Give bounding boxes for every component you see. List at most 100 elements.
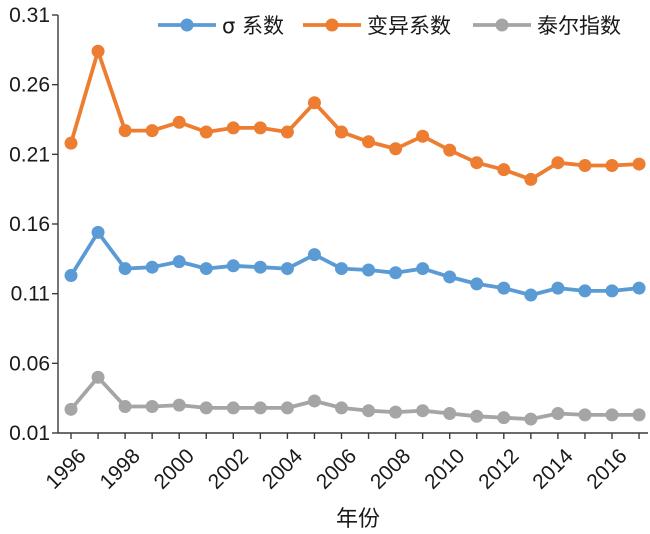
x-tick-label: 1998: [96, 444, 145, 493]
x-tick-label: 1996: [41, 444, 90, 493]
data-point: [632, 157, 646, 171]
y-tick-label: 0.06: [9, 352, 50, 375]
data-point: [199, 262, 213, 276]
y-tick-label: 0.16: [9, 213, 50, 236]
data-point: [145, 400, 159, 414]
axes: [57, 15, 648, 434]
data-point: [145, 260, 159, 274]
series-1: [64, 44, 646, 186]
data-point: [64, 136, 78, 150]
data-point: [253, 260, 267, 274]
data-point: [253, 121, 267, 135]
y-axis-ticks: 0.01 0.06 0.11 0.16 0.21 0.26 0.31: [9, 4, 58, 445]
legend-label: σ 系数: [222, 14, 284, 38]
data-point: [91, 370, 105, 384]
data-point: [226, 121, 240, 135]
x-tick-label: 2008: [366, 444, 415, 493]
series-2: [64, 370, 646, 426]
data-point: [497, 163, 511, 177]
legend-item-1: 变异系数: [303, 14, 451, 38]
data-point: [118, 262, 132, 276]
data-point: [416, 129, 430, 143]
x-tick-label: 2016: [582, 444, 631, 493]
x-tick-label: 2004: [258, 444, 308, 494]
data-point: [578, 408, 592, 422]
data-point: [632, 281, 646, 295]
data-point: [362, 263, 376, 277]
data-point: [91, 225, 105, 239]
x-tick-label: 2006: [312, 444, 361, 493]
y-tick-label: 0.31: [9, 4, 50, 27]
data-point: [605, 408, 619, 422]
series-line: [69, 49, 640, 182]
data-point: [497, 281, 511, 295]
data-point: [280, 262, 294, 276]
data-point: [172, 115, 186, 129]
data-point: [632, 408, 646, 422]
data-point: [470, 409, 484, 423]
data-point: [172, 255, 186, 269]
legend-item-0: σ 系数: [158, 14, 284, 38]
legend-swatch-marker: [180, 18, 194, 32]
x-tick-label: 2014: [528, 444, 578, 494]
series-0: [64, 225, 646, 302]
data-point: [64, 269, 78, 283]
data-point: [145, 124, 159, 138]
data-point: [416, 404, 430, 418]
data-point: [280, 125, 294, 139]
legend-label: 泰尔指数: [537, 14, 621, 38]
data-point: [307, 96, 321, 110]
data-point: [199, 125, 213, 139]
data-point: [470, 156, 484, 170]
data-point: [172, 398, 186, 412]
data-point: [280, 401, 294, 415]
x-tick-label: 2010: [420, 444, 469, 493]
data-point: [335, 401, 348, 415]
data-point: [389, 405, 403, 419]
x-tick-label: 2000: [150, 444, 199, 493]
data-point: [443, 270, 457, 284]
data-point: [307, 394, 321, 408]
data-point: [335, 125, 348, 139]
data-point: [551, 156, 565, 170]
data-point: [118, 400, 132, 414]
data-point: [551, 281, 565, 295]
y-tick-label: 0.26: [9, 74, 50, 97]
y-tick-label: 0.21: [9, 143, 50, 166]
data-point: [362, 404, 376, 418]
data-point: [253, 401, 267, 415]
data-point: [226, 401, 240, 415]
data-point: [416, 262, 430, 276]
data-point: [524, 412, 538, 426]
data-point: [524, 172, 538, 186]
legend-item-2: 泰尔指数: [473, 14, 621, 38]
data-point: [443, 143, 457, 157]
data-point: [389, 142, 403, 156]
data-point: [199, 401, 213, 415]
series-group: [64, 44, 646, 426]
data-point: [362, 135, 376, 149]
data-point: [64, 402, 78, 416]
data-point: [118, 124, 132, 138]
data-point: [578, 158, 592, 172]
x-axis-ticks: 1996 1998 2000 2002 2004 2006 2008 2010 2012 2014…: [41, 433, 640, 494]
series-line: [69, 375, 640, 422]
data-point: [524, 288, 538, 302]
y-tick-label: 0.11: [11, 283, 50, 306]
x-tick-label: 2012: [474, 444, 523, 493]
data-point: [307, 248, 321, 262]
data-point: [497, 411, 511, 425]
legend-swatch-marker: [495, 18, 509, 32]
x-axis-title: 年份: [336, 507, 380, 532]
legend-label: 变异系数: [367, 14, 451, 38]
data-point: [605, 284, 619, 298]
legend-swatch-marker: [325, 18, 339, 32]
series-line: [69, 230, 640, 298]
data-point: [91, 44, 105, 58]
data-point: [226, 259, 240, 273]
data-point: [335, 262, 348, 276]
data-point: [605, 158, 619, 172]
data-point: [389, 266, 403, 280]
data-point: [443, 406, 457, 420]
